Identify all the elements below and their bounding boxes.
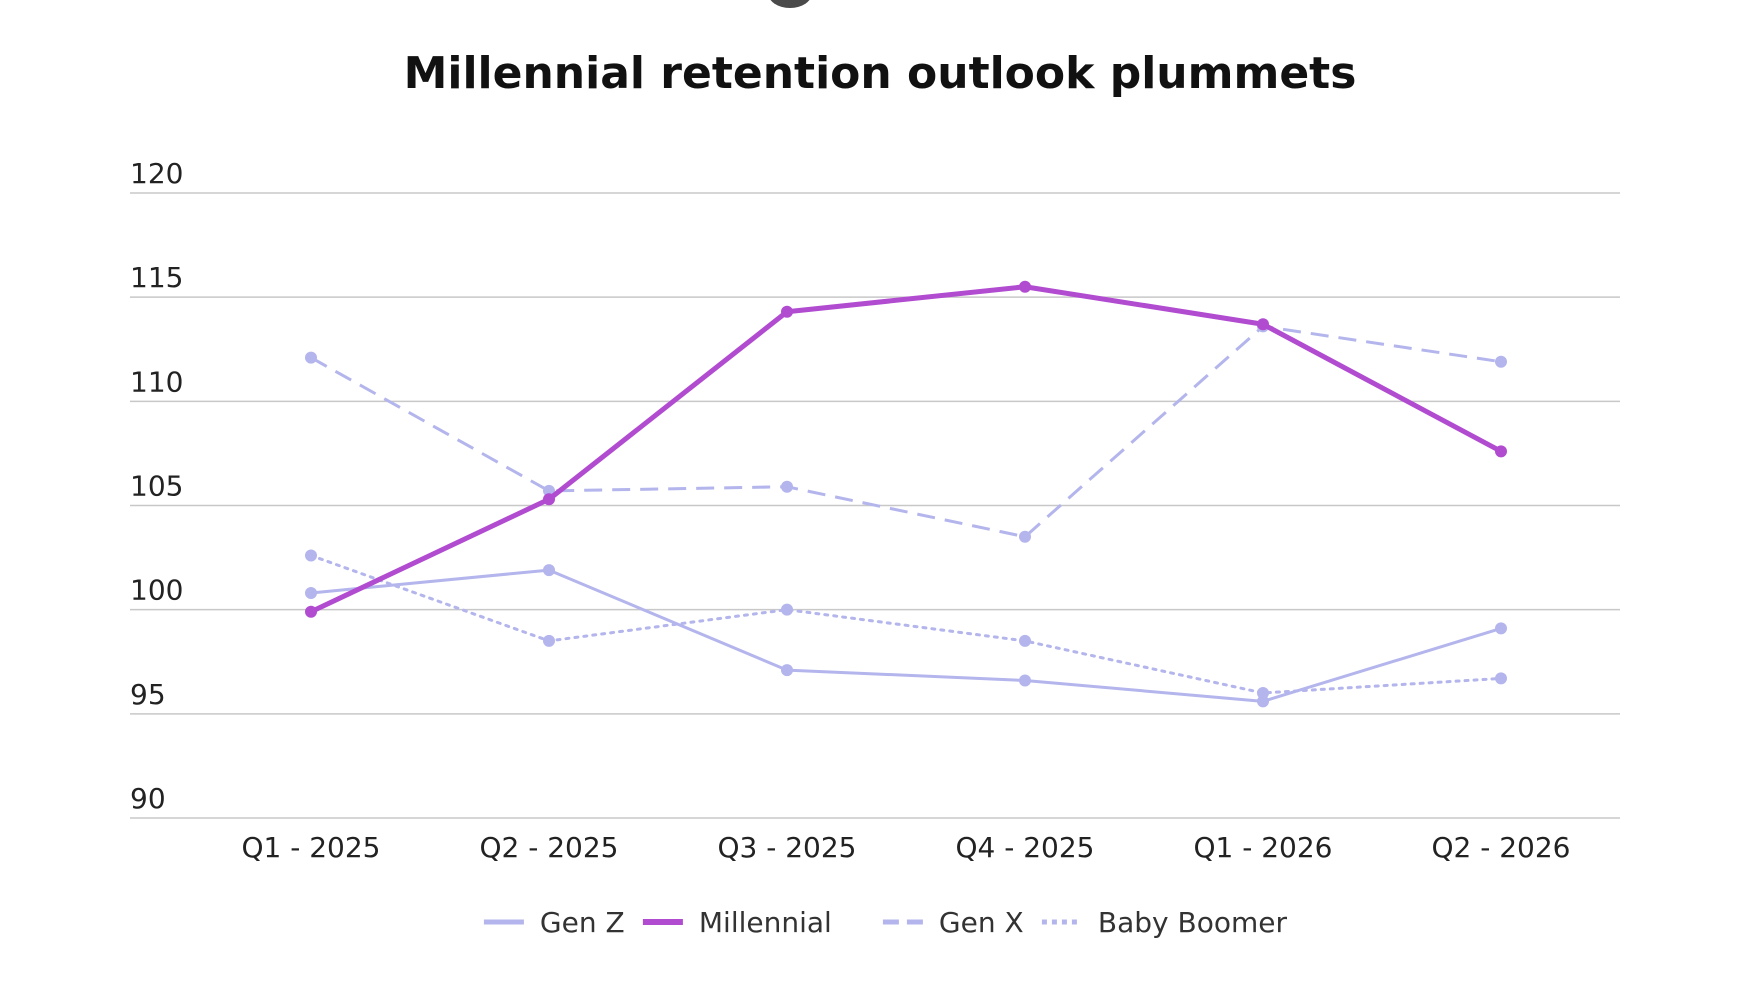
x-tick-label: Q4 - 2025 bbox=[955, 831, 1094, 864]
data-point bbox=[305, 351, 317, 364]
series-line bbox=[310, 324, 1502, 539]
series-baby-boomer bbox=[305, 549, 1507, 699]
data-point bbox=[781, 664, 793, 677]
y-tick-label: 115 bbox=[130, 261, 183, 294]
x-tick-label: Q2 - 2026 bbox=[1431, 831, 1570, 864]
series-line bbox=[309, 554, 1503, 695]
data-point bbox=[543, 493, 555, 506]
data-point bbox=[781, 603, 793, 616]
y-tick-label: 100 bbox=[130, 574, 183, 607]
data-point bbox=[1495, 622, 1507, 635]
series-gen-z bbox=[305, 564, 1507, 708]
y-axis-ticks: 90 95 100 105 110 115 120 bbox=[130, 157, 183, 815]
data-point bbox=[1495, 445, 1507, 458]
series-line bbox=[310, 568, 1502, 703]
legend-item: Gen Z bbox=[483, 906, 625, 939]
data-point bbox=[1495, 672, 1507, 685]
data-point bbox=[781, 305, 793, 318]
x-tick-label: Q1 - 2025 bbox=[241, 831, 380, 864]
data-point bbox=[543, 564, 555, 577]
x-tick-label: Q1 - 2026 bbox=[1193, 831, 1332, 864]
data-point bbox=[543, 634, 555, 647]
legend-label: Millennial bbox=[699, 906, 832, 939]
y-tick-label: 110 bbox=[130, 365, 183, 398]
legend-label: Gen Z bbox=[540, 906, 625, 939]
x-tick-label: Q2 - 2025 bbox=[479, 831, 618, 864]
series-line bbox=[309, 284, 1503, 615]
y-tick-label: 105 bbox=[130, 470, 183, 503]
chart-title: Millennial retention outlook plummets bbox=[404, 48, 1357, 99]
legend: Gen Z Millennial Gen X Baby Boomer bbox=[483, 906, 1288, 939]
y-tick-label: 120 bbox=[130, 157, 183, 190]
data-point bbox=[1257, 318, 1269, 331]
gridlines bbox=[130, 192, 1620, 819]
data-point bbox=[305, 549, 317, 562]
legend-item: Baby Boomer bbox=[1041, 906, 1288, 939]
data-point bbox=[1019, 674, 1031, 687]
y-tick-label: 90 bbox=[130, 782, 166, 815]
legend-label: Gen X bbox=[939, 906, 1024, 939]
x-axis-ticks: Q1 - 2025 Q2 - 2025 Q3 - 2025 Q4 - 2025 Q1 -… bbox=[241, 831, 1570, 864]
series-millennial bbox=[305, 280, 1507, 618]
series-lines bbox=[305, 280, 1507, 708]
legend-item: Millennial bbox=[642, 906, 832, 939]
data-point bbox=[1257, 687, 1269, 699]
top-indicator-dot bbox=[768, 0, 812, 8]
legend-label: Baby Boomer bbox=[1098, 906, 1288, 939]
data-point bbox=[1019, 280, 1031, 293]
data-point bbox=[305, 587, 317, 599]
series-gen-x bbox=[305, 320, 1507, 543]
legend-item: Gen X bbox=[882, 906, 1024, 939]
data-point bbox=[305, 605, 317, 618]
data-point bbox=[1019, 530, 1031, 543]
data-point bbox=[781, 480, 793, 493]
data-point bbox=[1495, 355, 1507, 368]
data-point bbox=[1019, 634, 1031, 647]
y-tick-label: 95 bbox=[130, 678, 166, 711]
x-tick-label: Q3 - 2025 bbox=[717, 831, 856, 864]
data-point bbox=[1257, 695, 1269, 708]
